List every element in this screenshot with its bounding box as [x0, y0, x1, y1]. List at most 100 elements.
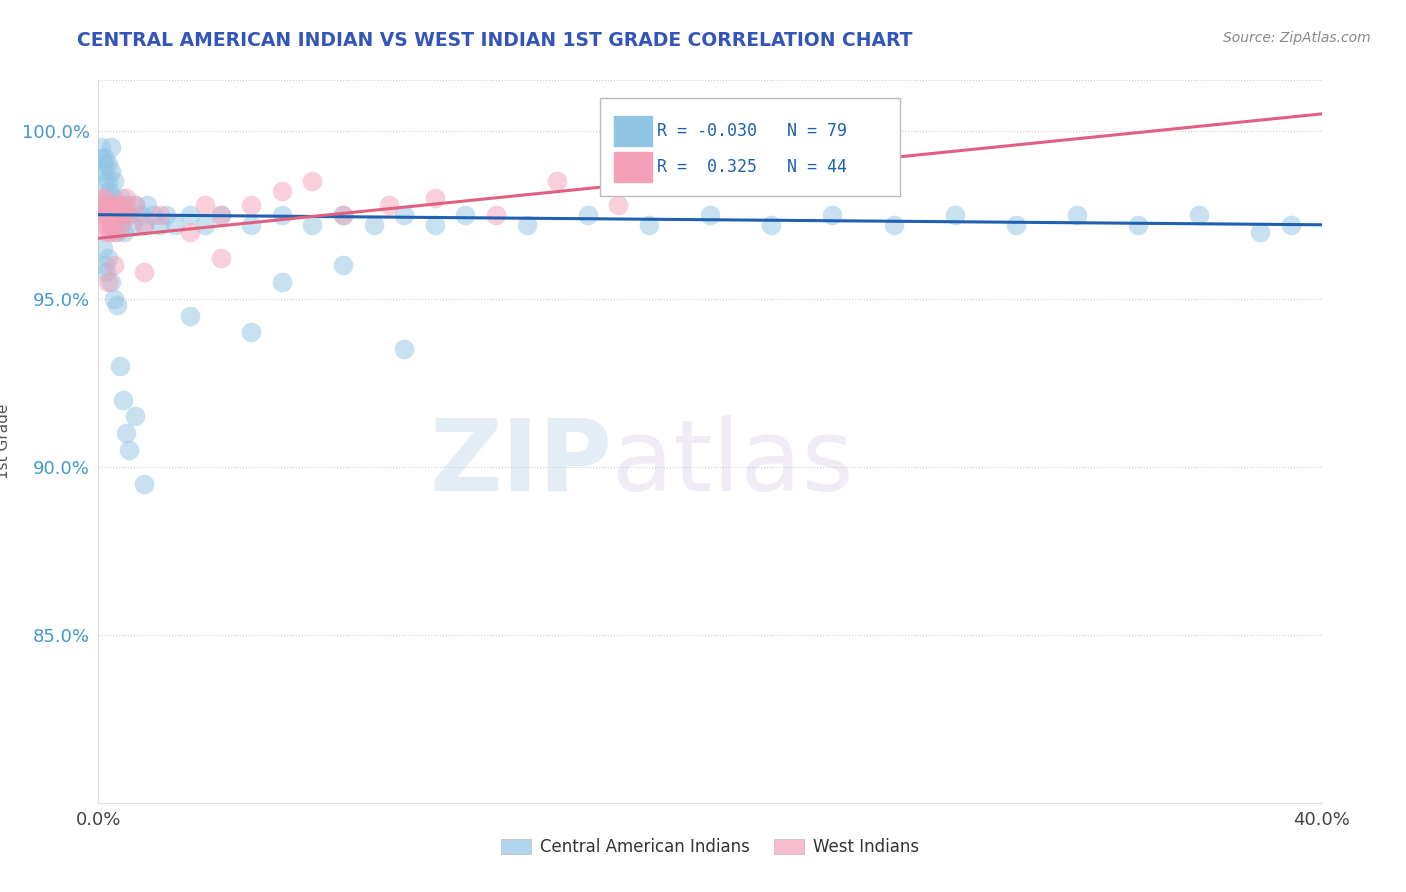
Point	[96, 197, 118, 211]
Point	[94, 197, 117, 211]
Point	[821, 208, 844, 222]
Point	[103, 208, 125, 222]
Text: CENTRAL AMERICAN INDIAN VS WEST INDIAN 1ST GRADE CORRELATION CHART: CENTRAL AMERICAN INDIAN VS WEST INDIAN 1…	[77, 31, 912, 50]
Point	[105, 225, 128, 239]
Point	[94, 265, 117, 279]
Point	[96, 225, 118, 239]
Point	[98, 197, 121, 211]
FancyBboxPatch shape	[613, 115, 652, 147]
Point	[97, 218, 120, 232]
Point	[97, 208, 120, 222]
Point	[270, 208, 294, 222]
Point	[115, 426, 138, 441]
Point	[423, 218, 446, 232]
Text: R = -0.030   N = 79: R = -0.030 N = 79	[658, 122, 848, 140]
Text: R =  0.325   N = 44: R = 0.325 N = 44	[658, 158, 848, 176]
Text: Source: ZipAtlas.com: Source: ZipAtlas.com	[1223, 31, 1371, 45]
Point	[392, 208, 416, 222]
Point	[112, 225, 135, 239]
Point	[943, 208, 966, 222]
Point	[124, 197, 146, 211]
Point	[98, 208, 121, 222]
Point	[101, 191, 124, 205]
Point	[100, 208, 122, 222]
Point	[607, 197, 630, 211]
Point	[1279, 218, 1302, 232]
Point	[134, 476, 156, 491]
Point	[91, 208, 114, 222]
Point	[100, 275, 122, 289]
Point	[91, 164, 114, 178]
Point	[118, 208, 141, 222]
Point	[240, 326, 263, 340]
Point	[332, 258, 354, 272]
Point	[301, 174, 323, 188]
Point	[91, 241, 114, 255]
Point	[111, 208, 134, 222]
Point	[101, 218, 124, 232]
Point	[105, 298, 128, 312]
Point	[270, 275, 294, 289]
Point	[142, 208, 165, 222]
Point	[155, 208, 177, 222]
Point	[104, 225, 127, 239]
Point	[179, 309, 201, 323]
Point	[115, 197, 138, 211]
Point	[104, 197, 127, 211]
Point	[149, 218, 172, 232]
Point	[90, 191, 112, 205]
Point	[485, 208, 508, 222]
Point	[516, 218, 538, 232]
Point	[101, 218, 124, 232]
Point	[179, 225, 201, 239]
Point	[1004, 218, 1026, 232]
Point	[93, 157, 115, 171]
FancyBboxPatch shape	[613, 151, 652, 183]
Point	[423, 191, 446, 205]
Point	[100, 140, 122, 154]
Point	[240, 218, 263, 232]
Point	[124, 197, 146, 211]
Point	[100, 197, 122, 211]
Point	[94, 191, 117, 205]
Point	[1128, 218, 1150, 232]
Point	[110, 191, 132, 205]
FancyBboxPatch shape	[600, 98, 900, 196]
Y-axis label: 1st Grade: 1st Grade	[0, 404, 11, 479]
Point	[110, 218, 132, 232]
Point	[111, 208, 134, 222]
Point	[93, 174, 115, 188]
Point	[103, 258, 125, 272]
Point	[332, 208, 354, 222]
Point	[637, 218, 661, 232]
Point	[112, 197, 135, 211]
Point	[97, 174, 120, 188]
Point	[209, 208, 232, 222]
Point	[103, 292, 125, 306]
Point	[91, 151, 114, 165]
Point	[98, 184, 121, 198]
Point	[194, 197, 217, 211]
Point	[378, 197, 401, 211]
Point	[883, 218, 905, 232]
Point	[97, 252, 120, 266]
Point	[103, 208, 125, 222]
Point	[149, 208, 172, 222]
Point	[301, 218, 323, 232]
Point	[108, 218, 131, 232]
Point	[107, 208, 129, 222]
Point	[100, 164, 122, 178]
Point	[118, 208, 141, 222]
Point	[93, 258, 115, 272]
Point	[90, 140, 112, 154]
Point	[163, 218, 186, 232]
Point	[105, 197, 128, 211]
Point	[93, 218, 115, 232]
Point	[134, 218, 156, 232]
Point	[699, 208, 721, 222]
Point	[363, 218, 385, 232]
Point	[91, 197, 114, 211]
Point	[1250, 225, 1272, 239]
Point	[94, 151, 117, 165]
Point	[129, 208, 152, 222]
